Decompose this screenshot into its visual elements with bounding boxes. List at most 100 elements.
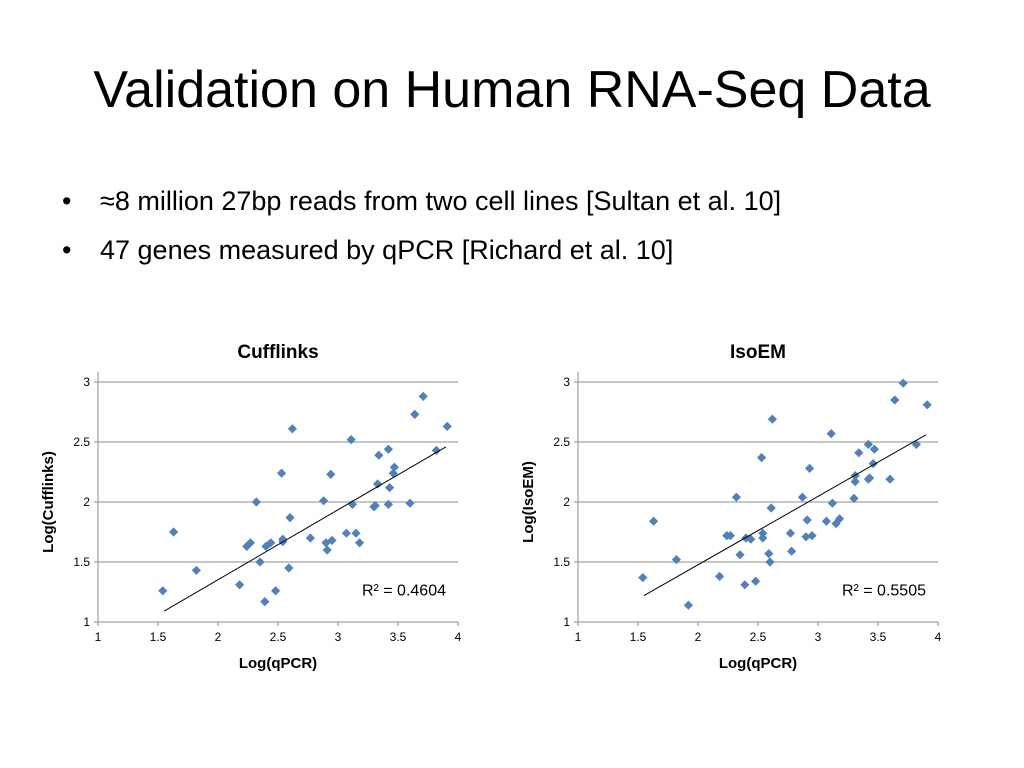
data-point — [821, 516, 831, 526]
x-tick-label: 2 — [215, 630, 222, 644]
bullet-item: • 47 genes measured by qPCR [Richard et … — [62, 235, 781, 266]
data-point — [751, 576, 761, 586]
data-point — [767, 414, 777, 424]
x-tick-label: 4 — [935, 630, 942, 644]
data-point — [284, 563, 294, 573]
x-tick-label: 3.5 — [870, 630, 887, 644]
bullet-text: 47 genes measured by qPCR [Richard et al… — [100, 235, 674, 266]
data-point — [418, 391, 428, 401]
data-point — [271, 586, 281, 596]
isoem-scatter-chart: IsoEM 1 1.5 2 2.5 3 1 1.5 2 2.5 3 3.5 4 Log(qPCR) Log(… — [520, 342, 942, 672]
x-tick-label: 1.5 — [630, 630, 647, 644]
data-point — [801, 532, 811, 542]
data-point — [383, 499, 393, 509]
data-point — [374, 450, 384, 460]
data-point — [322, 545, 332, 555]
trendline — [643, 434, 927, 597]
data-point — [740, 580, 750, 590]
data-point — [850, 477, 860, 487]
data-point — [638, 573, 648, 583]
data-point — [898, 378, 908, 388]
data-point — [802, 515, 812, 525]
data-point — [758, 533, 768, 543]
data-point — [261, 541, 271, 551]
x-tick-label: 2 — [695, 630, 702, 644]
data-point — [341, 528, 351, 538]
data-point — [890, 395, 900, 405]
chart-title: Cufflinks — [237, 342, 318, 363]
y-tick-label: 2 — [83, 495, 90, 509]
data-point — [797, 492, 807, 502]
data-point — [245, 538, 255, 548]
data-point — [854, 448, 864, 458]
bullet-dot-icon: • — [62, 186, 72, 216]
data-point — [805, 463, 815, 473]
x-tick-label: 3 — [335, 630, 342, 644]
data-point — [260, 597, 270, 607]
data-point — [869, 444, 879, 454]
y-tick-label: 1.5 — [73, 555, 90, 569]
data-point — [746, 534, 756, 544]
x-tick-label: 2.5 — [270, 630, 287, 644]
data-point — [351, 528, 361, 538]
data-point — [383, 444, 393, 454]
data-point — [251, 497, 261, 507]
trendline — [163, 446, 447, 612]
data-point — [671, 555, 681, 565]
r-squared-label: R² = 0.4604 — [362, 583, 446, 600]
data-point — [807, 531, 817, 541]
data-point — [405, 498, 415, 508]
bullet-dot-icon: • — [62, 235, 72, 266]
data-point — [287, 424, 297, 434]
data-point — [715, 571, 725, 581]
data-point — [911, 439, 921, 449]
data-point — [158, 586, 168, 596]
cufflinks-scatter-chart: Cufflinks 1 1.5 2 2.5 3 1 1.5 2 2.5 3 3.5 4 Log(qPCR)… — [40, 342, 462, 672]
data-point — [785, 528, 795, 538]
y-tick-label: 2.5 — [553, 435, 570, 449]
y-tick-label: 3 — [83, 375, 90, 389]
data-point — [319, 496, 329, 506]
data-point — [285, 513, 295, 523]
data-point — [787, 546, 797, 556]
data-point — [764, 549, 774, 559]
data-point — [649, 516, 659, 526]
data-point — [277, 468, 287, 478]
data-point — [865, 473, 875, 483]
x-tick-label: 1.5 — [150, 630, 167, 644]
data-point — [326, 469, 336, 479]
x-tick-label: 1 — [95, 630, 102, 644]
bullet-list: • ≈8 million 27bp reads from two cell li… — [62, 186, 781, 284]
bullet-text: ≈8 million 27bp reads from two cell line… — [100, 186, 782, 216]
y-tick-label: 1 — [83, 615, 90, 629]
data-point — [442, 421, 452, 431]
data-point — [766, 503, 776, 513]
data-point — [346, 435, 356, 445]
x-tick-label: 2.5 — [750, 630, 767, 644]
y-tick-label: 1 — [563, 615, 570, 629]
y-tick-label: 1.5 — [553, 555, 570, 569]
data-point — [922, 400, 932, 410]
data-point — [863, 439, 873, 449]
data-point — [255, 557, 265, 567]
data-point — [758, 528, 768, 538]
data-point — [431, 445, 441, 455]
data-point — [826, 429, 836, 439]
data-point — [765, 557, 775, 567]
y-tick-label: 3 — [563, 375, 570, 389]
data-point — [388, 468, 398, 478]
data-point — [731, 492, 741, 502]
y-tick-label: 2 — [563, 495, 570, 509]
data-point — [235, 580, 245, 590]
data-point — [885, 474, 895, 484]
data-point — [735, 550, 745, 560]
x-tick-label: 3.5 — [390, 630, 407, 644]
data-point — [683, 600, 693, 610]
data-point — [347, 499, 357, 509]
data-point — [305, 533, 315, 543]
x-tick-label: 4 — [455, 630, 462, 644]
slide-title: Validation on Human RNA-Seq Data — [93, 61, 931, 119]
data-point — [191, 565, 201, 575]
data-point — [827, 498, 837, 508]
data-point — [385, 483, 395, 493]
